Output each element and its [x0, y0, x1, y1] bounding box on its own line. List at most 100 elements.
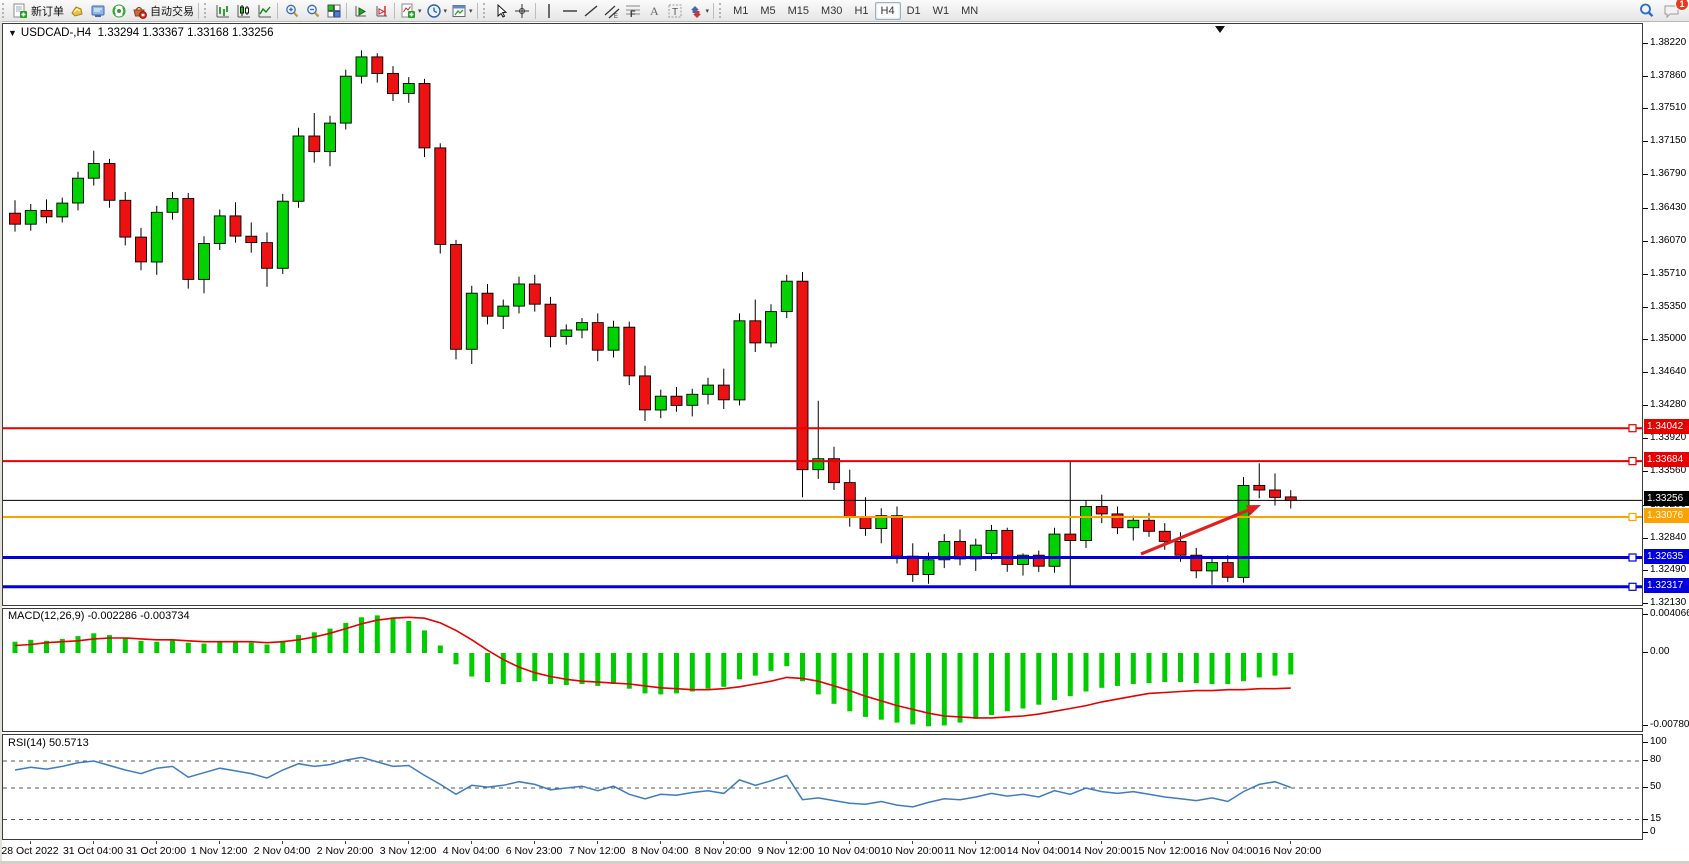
- svg-text:E: E: [614, 14, 618, 19]
- line-handle[interactable]: [1628, 457, 1637, 466]
- macd-histogram-bar: [1193, 653, 1199, 684]
- line-handle[interactable]: [1628, 512, 1637, 522]
- tile-windows-button[interactable]: [323, 1, 344, 20]
- macd-histogram-bar: [185, 642, 191, 653]
- separator: [277, 2, 278, 19]
- line-handle[interactable]: [1628, 553, 1637, 562]
- indicators-button[interactable]: ▾: [398, 1, 424, 20]
- candle-body: [560, 329, 573, 337]
- timeframe-button-d1[interactable]: D1: [906, 4, 921, 17]
- macd-indicator-label: MACD(12,26,9) -0.002286 -0.003734: [8, 610, 190, 622]
- candle-body: [513, 283, 525, 307]
- candle-body: [1001, 529, 1014, 565]
- timeframe-button-w1[interactable]: W1: [932, 4, 950, 17]
- zoom-in-icon: [284, 3, 300, 19]
- candle-body: [198, 243, 210, 280]
- axis-tick: [1643, 108, 1648, 109]
- macd-axis-label: -0.007809: [1650, 719, 1689, 730]
- axis-tick: [1643, 832, 1648, 833]
- timeframe-button-h4[interactable]: H4: [874, 1, 901, 20]
- time-tick: [786, 841, 787, 844]
- chart-shift-button[interactable]: [371, 1, 392, 20]
- timeframe-button-m15[interactable]: M15: [787, 4, 810, 17]
- signals-button[interactable]: [108, 1, 129, 20]
- time-tick: [156, 841, 157, 844]
- macd-histogram-bar: [800, 653, 805, 682]
- candle-body: [276, 200, 289, 269]
- time-tick: [660, 841, 661, 844]
- charts-profile-button[interactable]: [66, 1, 87, 20]
- time-tick: [975, 841, 976, 844]
- macd-histogram-bar: [28, 639, 34, 653]
- trendline-button[interactable]: [581, 1, 602, 20]
- autotrading-button[interactable]: 自动交易: [129, 1, 196, 20]
- line-chart-button[interactable]: [254, 1, 275, 20]
- search-button[interactable]: [1636, 1, 1657, 20]
- time-tick: [723, 841, 724, 844]
- candle-body: [434, 147, 447, 245]
- notifications-button[interactable]: 1: [1661, 0, 1689, 20]
- new-order-button[interactable]: 新订单: [10, 1, 66, 20]
- candle-body: [418, 83, 431, 149]
- equidistant-channel-button[interactable]: E: [602, 1, 623, 20]
- new-order-label: 新订单: [31, 5, 64, 18]
- line-handle[interactable]: [1628, 424, 1637, 433]
- candle-body: [1032, 554, 1045, 567]
- macd-signal-line: [14, 616, 1291, 719]
- symbol-title[interactable]: ▼ USDCAD-,H4 1.33294 1.33367 1.33168 1.33…: [8, 27, 273, 39]
- candlestick-chart-button[interactable]: [233, 1, 254, 20]
- metaeditor-button[interactable]: [87, 1, 108, 20]
- cursor-button[interactable]: [491, 1, 512, 20]
- zoom-in-button[interactable]: [281, 1, 302, 20]
- time-tick: [219, 841, 220, 844]
- crosshair-button[interactable]: [512, 1, 533, 20]
- axis-tick: [1643, 405, 1648, 406]
- line-handle[interactable]: [1628, 582, 1637, 591]
- price-chart-pane[interactable]: [2, 23, 1643, 606]
- separator: [476, 2, 478, 19]
- time-tick-label: 7 Nov 12:00: [568, 845, 626, 857]
- rsi-pane[interactable]: [2, 734, 1643, 840]
- cursor-icon: [493, 3, 509, 19]
- zoom-out-button[interactable]: [302, 1, 323, 20]
- macd-histogram-bar: [784, 653, 790, 667]
- autotrading-icon: [131, 3, 147, 19]
- templates-button[interactable]: ▾: [449, 1, 475, 20]
- auto-scroll-button[interactable]: [350, 1, 371, 20]
- window-left-edge: [0, 21, 2, 864]
- periods-button[interactable]: ▾: [424, 1, 450, 20]
- text-button[interactable]: A: [644, 1, 665, 20]
- macd-histogram-bar: [910, 653, 916, 725]
- time-tick-label: 10 Nov 20:00: [880, 845, 944, 857]
- candle-body: [717, 384, 730, 401]
- timeframe-button-m1[interactable]: M1: [733, 4, 749, 17]
- trend-arrow[interactable]: [1140, 508, 1249, 556]
- candle-body: [87, 163, 100, 179]
- candle-body: [387, 72, 399, 95]
- timeframe-button-mn[interactable]: MN: [961, 4, 979, 17]
- rsi-axis-label: 0: [1650, 826, 1656, 837]
- candle-body: [780, 280, 793, 312]
- bar-chart-button[interactable]: [212, 1, 233, 20]
- text-label-button[interactable]: T: [665, 1, 686, 20]
- macd-histogram-bar: [579, 653, 585, 684]
- horizontal-line-button[interactable]: [560, 1, 581, 20]
- arrows-button[interactable]: ▾: [686, 1, 712, 20]
- chart-dropdown-icon: ▼: [8, 28, 17, 38]
- vertical-line-icon: [542, 3, 556, 19]
- trend-arrow-head: [1245, 505, 1261, 516]
- macd-histogram-bar: [1130, 653, 1136, 684]
- vertical-line-button[interactable]: [539, 1, 560, 20]
- macd-axis-label: 0.00: [1650, 646, 1670, 657]
- macd-histogram-bar: [374, 615, 380, 653]
- timeframe-button-m5[interactable]: M5: [760, 4, 776, 17]
- timeframe-button-h1[interactable]: H1: [854, 4, 869, 17]
- candle-body: [1284, 496, 1297, 501]
- macd-pane[interactable]: [2, 608, 1643, 732]
- axis-tick: [1643, 652, 1648, 653]
- dropdown-arrow-icon: ▾: [705, 7, 710, 15]
- fibonacci-button[interactable]: F: [623, 1, 644, 20]
- rsi-indicator-label: RSI(14) 50.5713: [8, 737, 89, 749]
- window-bottom-edge: [0, 861, 1689, 864]
- timeframe-button-m30[interactable]: M30: [821, 4, 843, 17]
